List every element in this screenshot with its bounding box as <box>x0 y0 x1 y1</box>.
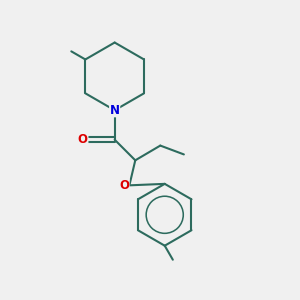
Text: N: N <box>110 104 120 117</box>
Text: O: O <box>78 133 88 146</box>
Text: O: O <box>119 179 129 192</box>
